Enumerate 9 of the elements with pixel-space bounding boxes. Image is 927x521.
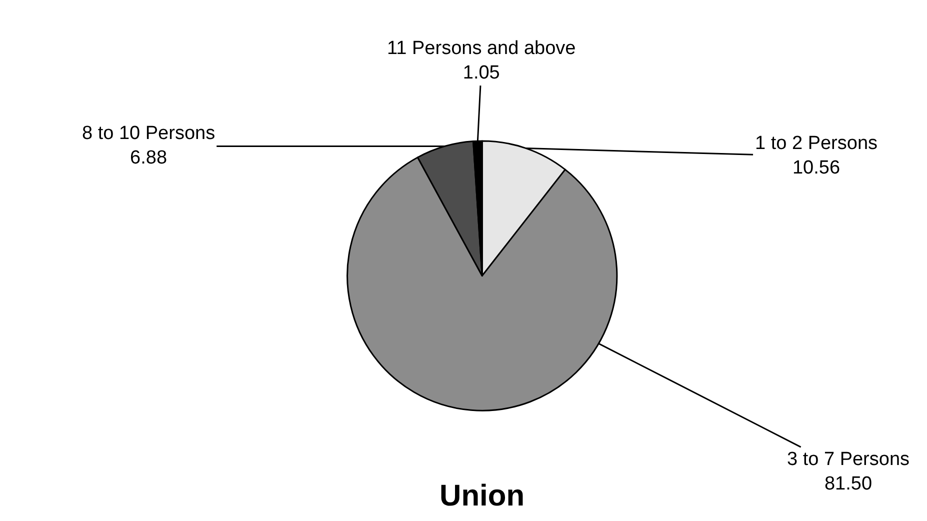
slice-label: 11 Persons and above (387, 38, 576, 59)
text: Union (440, 479, 525, 512)
data-label: 6.88 (130, 148, 168, 169)
slice-label: 1 to 2 Persons (755, 133, 878, 154)
slice-label: 3 to 7 Persons (787, 449, 910, 470)
data-label: 81.50 (824, 474, 872, 495)
slice-label: 8 to 10 Persons (82, 123, 216, 144)
data-label: 10.56 (792, 158, 840, 179)
data-label: 1.05 (462, 62, 500, 84)
